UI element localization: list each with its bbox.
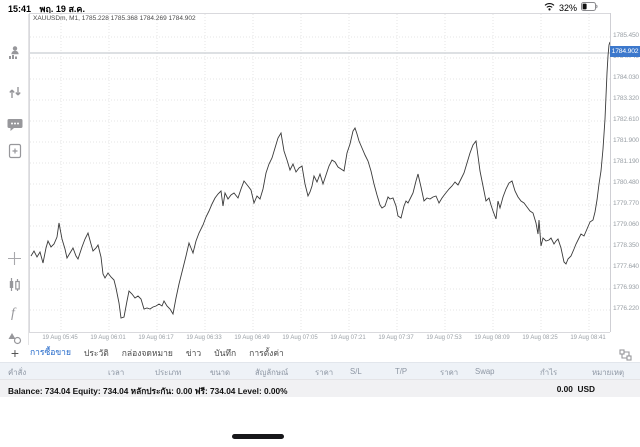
time-tick-label: 19 Aug 05:45 <box>42 335 78 341</box>
profit-currency: USD <box>577 384 595 394</box>
time-tick-label: 19 Aug 08:09 <box>474 335 510 341</box>
tab-item[interactable]: ข่าว <box>185 348 202 358</box>
svg-text:f: f <box>11 306 17 320</box>
sort-icon[interactable] <box>619 348 632 366</box>
table-column-header: เวลา <box>108 368 125 377</box>
add-button[interactable]: + <box>10 345 20 361</box>
tab-item[interactable]: กล่องจดหมาย <box>121 348 173 358</box>
price-tick-label: 1780.480 <box>613 179 639 186</box>
status-left: 15:41 พฤ. 19 ส.ค. <box>8 2 85 16</box>
table-column-header: ราคา <box>315 368 334 377</box>
table-column-header: ประเภท <box>155 368 182 377</box>
status-date: พฤ. 19 ส.ค. <box>39 4 85 14</box>
time-tick-label: 19 Aug 08:41 <box>570 335 606 341</box>
price-line <box>30 41 611 319</box>
price-tick-label: 1777.640 <box>613 263 639 270</box>
floating-profit: 0.00 USD <box>557 384 595 394</box>
chart-ohlc-header: XAUUSDm, M1, 1785.228 1785.368 1784.269 … <box>33 15 196 22</box>
time-tick-label: 19 Aug 06:17 <box>138 335 174 341</box>
trade-arrows-icon[interactable] <box>0 82 29 102</box>
table-column-header: T/P <box>395 367 408 376</box>
battery-percent: 32% <box>558 2 577 13</box>
account-summary-row: Balance: 734.04 Equity: 734.04 หลักประกั… <box>0 379 640 397</box>
table-column-header: ราคา <box>440 368 459 377</box>
price-tick-label: 1776.220 <box>613 305 639 312</box>
time-tick-label: 19 Aug 06:01 <box>90 335 126 341</box>
objects-icon[interactable] <box>0 328 29 348</box>
price-axis: 1785.4501784.7401784.0301783.3201782.610… <box>610 13 640 332</box>
chart-type-icon[interactable] <box>0 275 29 295</box>
time-tick-label: 19 Aug 07:21 <box>330 335 366 341</box>
price-tick-label: 1783.320 <box>613 95 639 102</box>
account-icon[interactable] <box>0 42 29 62</box>
price-tick-label: 1782.610 <box>613 116 639 123</box>
table-column-header: สัญลักษณ์ <box>255 368 289 377</box>
chat-icon[interactable] <box>0 115 29 135</box>
time-tick-label: 19 Aug 06:49 <box>234 335 270 341</box>
status-right: 32% <box>544 2 598 13</box>
tab-item[interactable]: ประวัติ <box>83 348 109 358</box>
new-order-icon[interactable] <box>0 141 29 161</box>
status-bar: 15:41 พฤ. 19 ส.ค. 32% <box>0 0 640 14</box>
time-axis: 19 Aug 05:45 19 Aug 06:01 19 Aug 06:17 19 A… <box>29 332 610 345</box>
price-tick-label: 1784.030 <box>613 74 639 81</box>
price-tick-label: 1779.060 <box>613 221 639 228</box>
time-tick-label: 19 Aug 06:33 <box>186 335 222 341</box>
time-tick-label: 19 Aug 08:25 <box>522 335 558 341</box>
trade-table-header: คำสั่ง เวลา ประเภท ขนาด สัญลักษณ์ ราคา S/L T/P ร… <box>0 362 640 379</box>
bottom-tab-bar: + การซื้อขาย ประวัติ กล่องจดหมาย ข่าว บันทึก… <box>0 343 640 364</box>
table-column-header: Swap <box>475 367 495 376</box>
time-tick-label: 19 Aug 07:05 <box>282 335 318 341</box>
table-column-header: คำสั่ง <box>8 368 27 377</box>
tab-item[interactable]: บันทึก <box>214 348 237 358</box>
price-tick-label: 1779.770 <box>613 200 639 207</box>
time-tick-label: 19 Aug 07:37 <box>378 335 414 341</box>
tab-active[interactable]: การซื้อขาย <box>30 343 71 364</box>
price-tick-label: 1778.350 <box>613 242 639 249</box>
current-price-badge: 1784.902 <box>610 46 640 57</box>
chart-area[interactable]: XAUUSDm, M1, 1785.228 1785.368 1784.269 … <box>29 13 611 333</box>
indicators-icon[interactable]: f <box>0 302 29 322</box>
home-indicator[interactable] <box>232 434 284 439</box>
price-tick-label: 1781.900 <box>613 137 639 144</box>
price-tick-label: 1781.190 <box>613 158 639 165</box>
wifi-icon <box>544 2 555 13</box>
tab-item[interactable]: การตั้งค่า <box>249 348 284 358</box>
time-tick-label: 19 Aug 07:53 <box>426 335 462 341</box>
table-column-header: กำไร <box>540 368 558 377</box>
price-chart[interactable] <box>30 14 611 333</box>
tabs: การซื้อขาย ประวัติ กล่องจดหมาย ข่าว บันทึก กา… <box>30 343 297 364</box>
clock: 15:41 <box>8 4 32 14</box>
table-column-header: S/L <box>350 367 362 376</box>
sidebar: f M1 <box>0 14 29 357</box>
balance-summary: Balance: 734.04 Equity: 734.04 หลักประกั… <box>8 386 288 396</box>
table-column-header: ขนาด <box>210 368 231 377</box>
crosshair-icon[interactable] <box>0 248 29 268</box>
table-column-header: หมายเหตุ <box>592 368 625 377</box>
price-tick-label: 1776.930 <box>613 284 639 291</box>
battery-icon <box>581 2 598 13</box>
profit-value: 0.00 <box>556 384 573 394</box>
price-tick-label: 1785.450 <box>613 32 639 39</box>
